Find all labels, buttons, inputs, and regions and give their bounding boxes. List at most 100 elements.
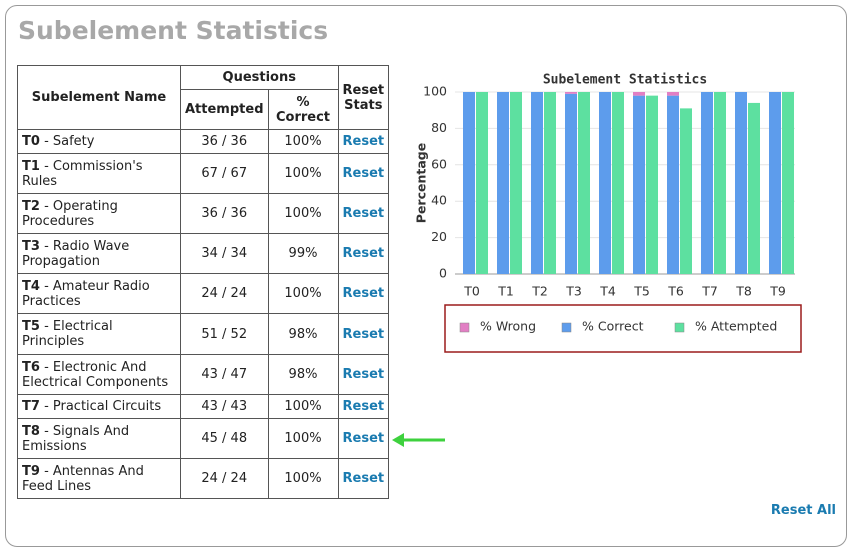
name-cell: T5 - Electrical Principles: [17, 313, 181, 355]
correct: 98%: [267, 313, 339, 355]
code: T0: [22, 134, 40, 149]
legend-box: [444, 304, 802, 353]
name-cell: T4 - Amateur Radio Practices: [17, 273, 181, 314]
attempted: 36 / 36: [180, 129, 269, 154]
attempted: 43 / 47: [180, 354, 269, 395]
row: T0 - Safety 36 / 36 100% Reset: [17, 129, 390, 154]
attempted: 24 / 24: [180, 273, 269, 314]
code: T4: [22, 278, 40, 294]
reset[interactable]: Reset: [337, 153, 390, 194]
bar: [544, 92, 556, 274]
y-tick-label: 60: [431, 156, 447, 171]
reset[interactable]: Reset: [337, 418, 390, 459]
correct: 100%: [267, 394, 339, 419]
legend-label: % Correct: [582, 319, 644, 334]
name-cell: T6 - Electronic And Electrical Component…: [17, 354, 181, 395]
bar: [510, 92, 522, 274]
bar: [680, 108, 692, 274]
arrow: [392, 433, 445, 447]
row: T5 - Electrical Principles 51 / 52 98% Rese…: [17, 313, 390, 355]
header-reset: Reset Stats: [337, 65, 390, 130]
name-cell: T8 - Signals And Emissions: [17, 418, 181, 459]
reset[interactable]: Reset: [337, 273, 390, 314]
correct: 100%: [267, 273, 339, 314]
correct: 100%: [267, 418, 339, 459]
bar: [748, 102, 760, 274]
y-tick-label: 40: [431, 193, 447, 208]
correct: 100%: [267, 153, 339, 194]
code: T8: [22, 423, 40, 439]
rows: T0 - Safety 36 / 36 100% Reset T1 - Commissi…: [17, 129, 390, 499]
code: T7: [22, 399, 40, 414]
bar: [667, 95, 679, 274]
row: T3 - Radio Wave Propagation 34 / 34 99% Res…: [17, 233, 390, 274]
reset[interactable]: Reset: [337, 233, 390, 274]
reset[interactable]: Reset: [337, 394, 390, 419]
page-title: Subelement Statistics: [18, 16, 329, 45]
attempted: 36 / 36: [180, 193, 269, 234]
bar: [701, 92, 713, 274]
bar: [599, 92, 611, 274]
name: - Signals And Emissions: [22, 423, 130, 454]
correct: 99%: [267, 233, 339, 274]
x-tick-label: T7: [701, 284, 718, 299]
attempted: 43 / 43: [180, 394, 269, 419]
name-cell: T0 - Safety: [17, 129, 181, 154]
bar: [633, 95, 645, 274]
name-cell: T9 - Antennas And Feed Lines: [17, 458, 181, 499]
name-cell: T1 - Commission's Rules: [17, 153, 181, 194]
row: T6 - Electronic And Electrical Component…: [17, 354, 390, 395]
name-cell: T7 - Practical Circuits: [17, 394, 181, 419]
bar: [531, 92, 543, 274]
x-tick-label: T9: [769, 284, 786, 299]
y-tick-label: 100: [423, 84, 447, 99]
reset[interactable]: Reset: [337, 313, 390, 355]
row: T1 - Commission's Rules 67 / 67 100% Reset: [17, 153, 390, 194]
bar: [714, 92, 726, 274]
reset[interactable]: Reset: [337, 129, 390, 154]
name: - Electronic And Electrical Components: [22, 359, 169, 390]
correct: 100%: [267, 129, 339, 154]
x-tick-label: T4: [599, 284, 616, 299]
reset[interactable]: Reset: [337, 193, 390, 234]
bar: [782, 92, 794, 274]
row: T9 - Antennas And Feed Lines 24 / 24 100% R…: [17, 458, 390, 499]
bar: [578, 92, 590, 274]
code: T1: [22, 158, 40, 174]
code: T9: [22, 463, 40, 479]
name: - Operating Procedures: [22, 198, 118, 229]
attempted: 67 / 67: [180, 153, 269, 194]
row: T7 - Practical Circuits 43 / 43 100% Reset: [17, 394, 390, 419]
legend-swatch: [561, 322, 572, 333]
header-name: Subelement Name: [17, 65, 181, 130]
bar: [565, 93, 577, 274]
code: T5: [22, 319, 40, 334]
reset[interactable]: Reset: [337, 354, 390, 395]
bar: [497, 92, 509, 274]
attempted: 24 / 24: [180, 458, 269, 499]
name: - Electrical Principles: [22, 319, 113, 349]
header-questions: Questions: [180, 65, 339, 90]
legend-label: % Wrong: [480, 319, 536, 334]
chart-title: Subelement Statistics: [543, 73, 707, 88]
legend-swatch: [674, 322, 685, 333]
correct: 98%: [267, 354, 339, 395]
x-tick-label: T3: [565, 284, 582, 299]
x-tick-label: T8: [735, 284, 752, 299]
x-tick-label: T1: [497, 284, 514, 299]
attempted: 51 / 52: [180, 313, 269, 355]
attempted: 45 / 48: [180, 418, 269, 459]
y-tick-label: 80: [431, 120, 447, 135]
bar: [735, 92, 747, 274]
row: T2 - Operating Procedures 36 / 36 100% Rese…: [17, 193, 390, 234]
name: - Radio Wave Propagation: [22, 238, 130, 269]
name: - Antennas And Feed Lines: [22, 463, 144, 494]
bar: [646, 95, 658, 274]
reset-all[interactable]: Reset All: [770, 503, 836, 518]
bar: [633, 92, 645, 96]
bar: [769, 92, 781, 274]
bar: [463, 92, 475, 274]
y-tick-label: 0: [439, 266, 447, 281]
reset[interactable]: Reset: [337, 458, 390, 499]
